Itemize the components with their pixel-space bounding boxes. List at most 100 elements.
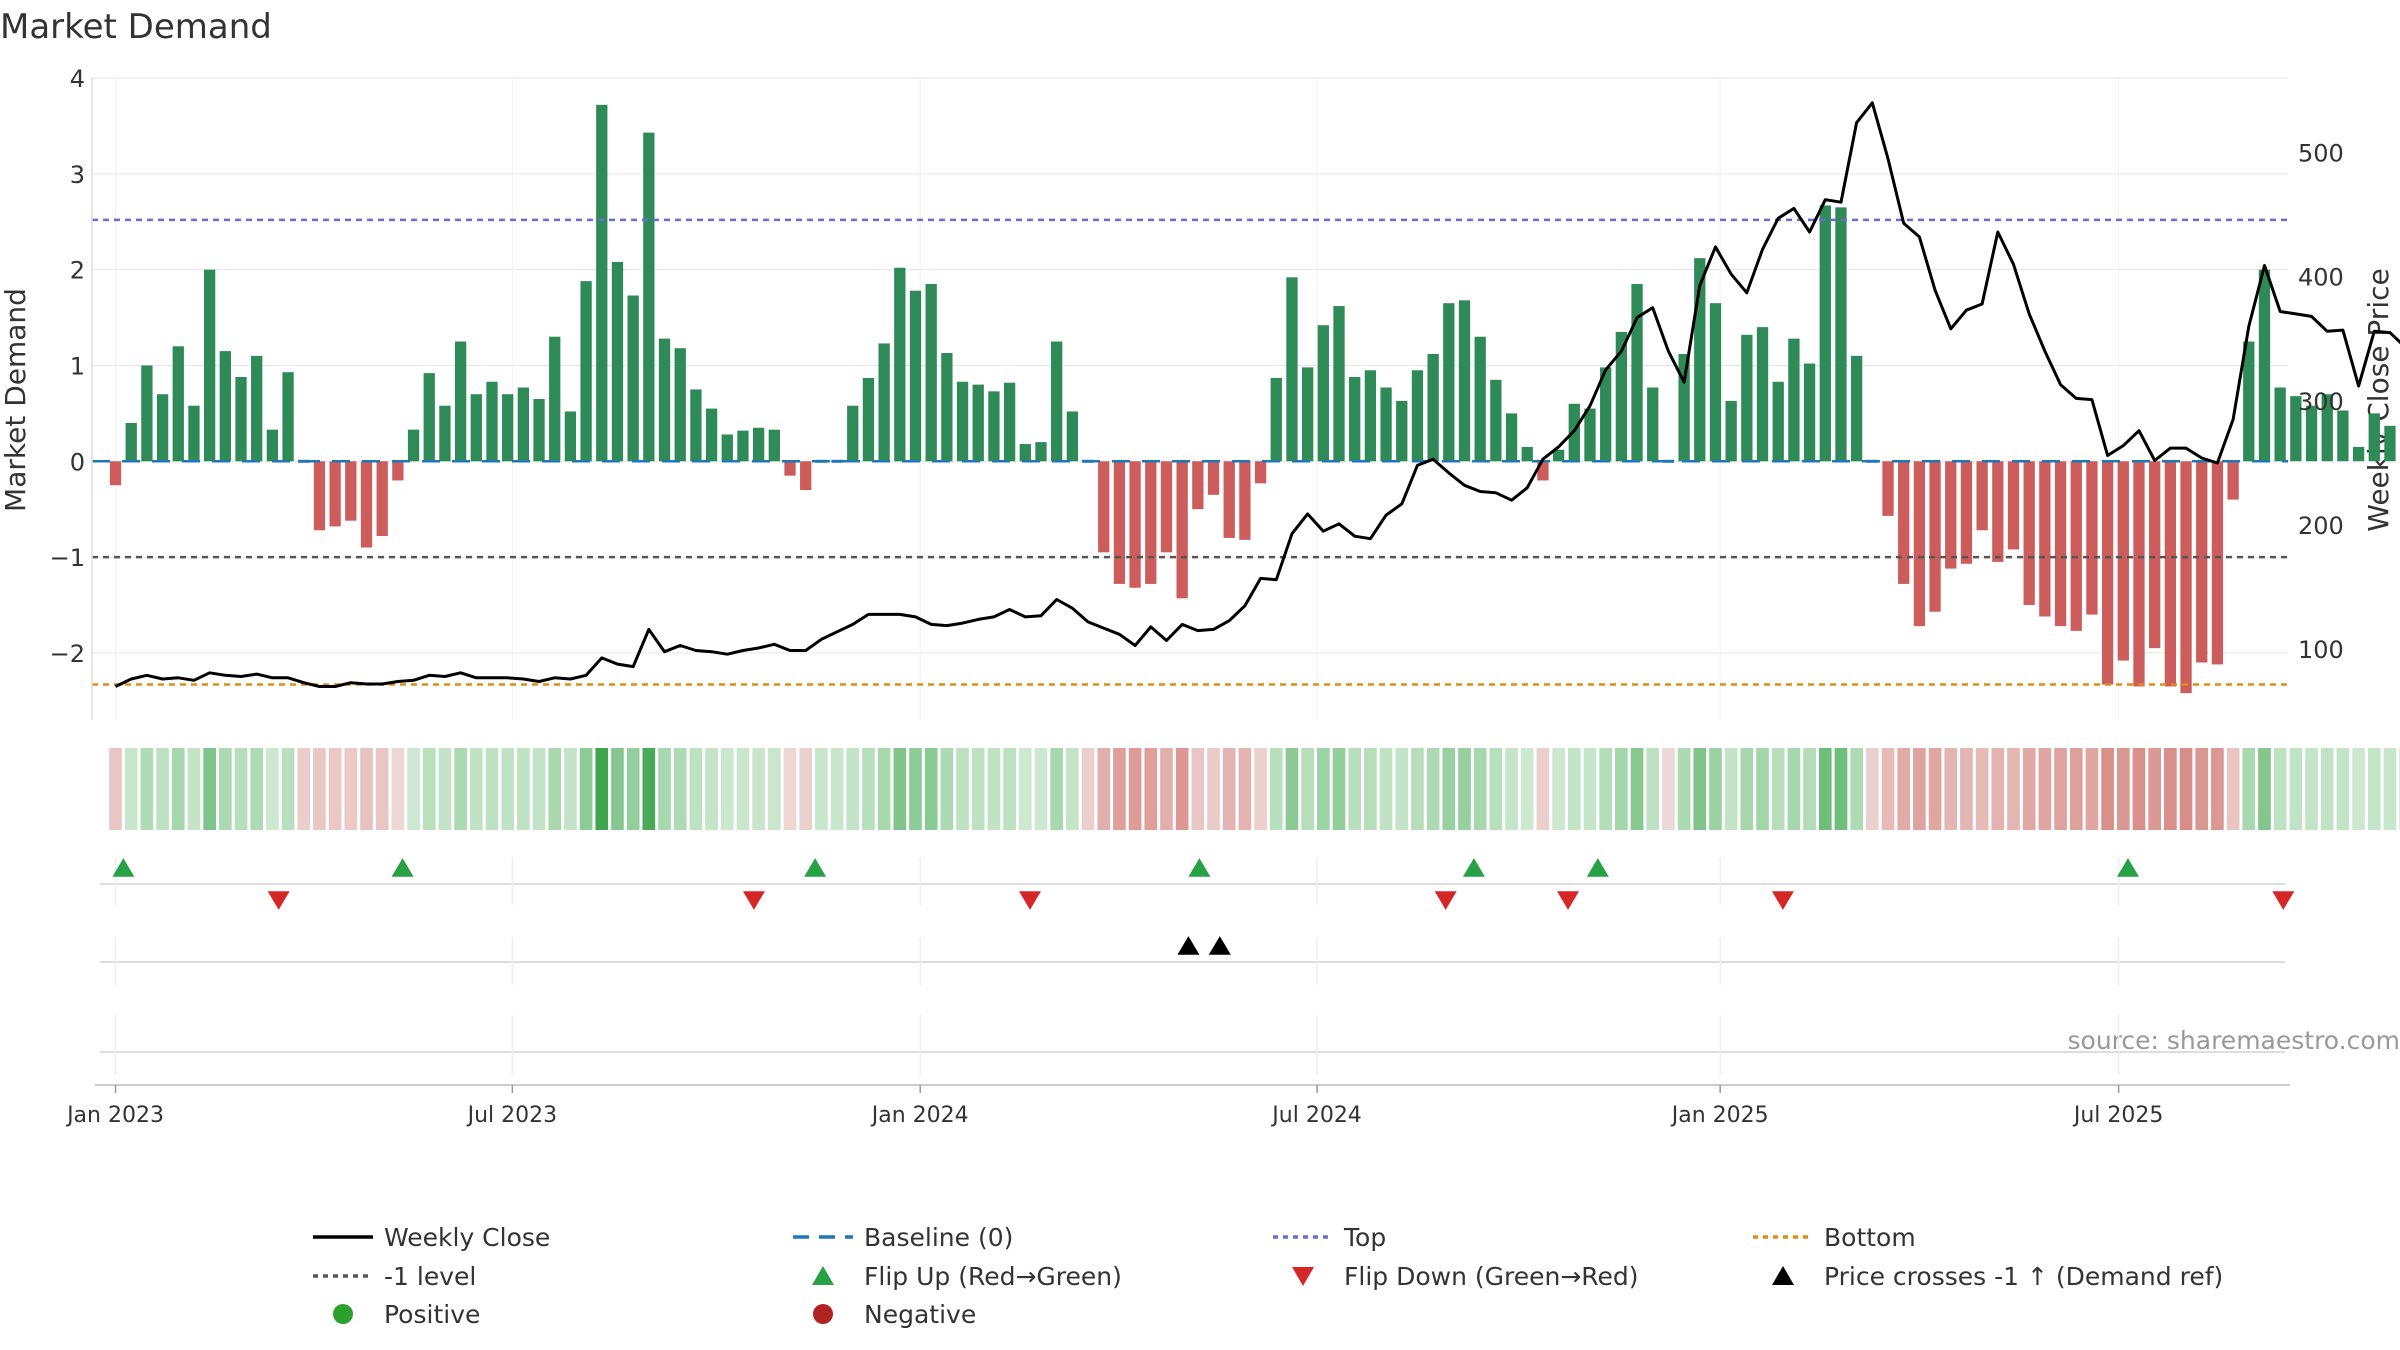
bar-positive <box>2368 413 2380 462</box>
bar-negative <box>2086 461 2098 615</box>
strip-cell <box>1113 748 1126 830</box>
strip-cell <box>2258 748 2271 830</box>
bar-negative <box>1192 461 1204 510</box>
strip-cell <box>956 748 969 830</box>
strip-cell <box>1897 748 1911 830</box>
legend: Weekly Close Baseline (0) Top Bottom -1 leve… <box>313 1223 2223 1329</box>
strip-cell <box>1865 748 1879 830</box>
bar-positive <box>674 348 686 462</box>
bar-negative <box>1992 461 2004 562</box>
x-tick-label: Jan 2024 <box>870 1103 969 1128</box>
bar-negative <box>2070 461 2082 631</box>
strip-cell <box>2132 748 2146 830</box>
y2-tick-label: 500 <box>2298 140 2344 168</box>
bar-negative <box>2054 461 2067 627</box>
strip-cell <box>862 748 875 830</box>
bar-positive <box>2243 341 2255 462</box>
strip-cell <box>1803 748 1816 830</box>
bar-positive <box>1694 258 1706 462</box>
bar-positive <box>141 365 153 462</box>
bar-positive <box>611 261 624 462</box>
strip-cell <box>1144 748 1158 830</box>
bar-positive <box>1396 400 1408 462</box>
bar-negative <box>1129 461 1141 588</box>
bar-negative <box>1145 461 1157 584</box>
bar-positive <box>596 104 608 462</box>
price-line-layer <box>114 101 2400 688</box>
bar-positive <box>282 372 294 462</box>
strip-cell <box>1395 748 1409 830</box>
strip-cell <box>485 748 499 830</box>
bar-positive <box>1709 303 1722 462</box>
bar-positive <box>2258 269 2271 462</box>
strip-cell <box>1191 748 1205 830</box>
bar-positive <box>2337 410 2349 462</box>
bar-positive <box>454 341 467 462</box>
bar-positive <box>2384 425 2396 462</box>
strip-cell <box>532 748 546 830</box>
strip-cell <box>1379 748 1393 830</box>
bar-negative <box>2101 461 2114 685</box>
bar-positive <box>690 389 702 462</box>
strip-cell <box>767 748 781 830</box>
bar-positive <box>1443 303 1455 462</box>
legend-label: Baseline (0) <box>864 1223 1013 1252</box>
strip-cell <box>1097 748 1111 830</box>
strip-cell <box>328 748 342 830</box>
price-cross-marker <box>1177 936 1200 955</box>
strip-cell <box>2164 748 2177 830</box>
strip-cell <box>924 748 938 830</box>
y2-axis-label: Weekly Close Price <box>2362 268 2395 531</box>
bar-negative <box>2007 461 2020 550</box>
bar-positive <box>941 353 953 462</box>
strip-cell <box>1850 748 1863 830</box>
bar-positive <box>768 429 780 462</box>
strip-cell <box>2022 748 2036 830</box>
bar-positive <box>439 405 451 462</box>
x-tick-label: Jul 2024 <box>1270 1103 1362 1128</box>
legend-label: Top <box>1343 1223 1386 1252</box>
strip-cell <box>611 748 624 830</box>
strip-cell <box>2289 748 2303 830</box>
strip-cell <box>187 748 201 830</box>
strip-cell <box>987 748 1001 830</box>
strip-cell <box>736 748 750 830</box>
strip-cell <box>1913 748 1926 830</box>
strip-cell <box>1646 748 1660 830</box>
strip-cell <box>1238 748 1252 830</box>
y-tick-label: 0 <box>70 448 85 476</box>
strip-cell <box>1740 748 1754 830</box>
bar-positive <box>1349 376 1361 462</box>
strip-cell <box>830 748 844 830</box>
strip-cell <box>218 748 232 830</box>
bar-positive <box>2290 396 2302 462</box>
strip-cell <box>1034 748 1048 830</box>
bar-positive <box>925 284 937 462</box>
bar-positive <box>1835 207 1847 462</box>
legend-label: Weekly Close <box>384 1223 550 1252</box>
bar-positive <box>1756 327 1769 462</box>
strip-cell <box>689 748 703 830</box>
bar-negative <box>1254 461 1267 484</box>
strip-cell <box>1003 748 1016 830</box>
strip-cell <box>203 748 216 830</box>
y2-tick-label: 400 <box>2298 264 2344 292</box>
strip-cell <box>2320 748 2334 830</box>
strip-cell <box>2242 748 2256 830</box>
bar-positive <box>1521 446 1533 462</box>
strip-cell <box>815 748 828 830</box>
strip-cell <box>2367 748 2381 830</box>
strip-cell <box>877 748 891 830</box>
strip-cell <box>266 748 279 830</box>
strip-cell <box>517 748 530 830</box>
strip-cell <box>1458 748 1471 830</box>
bar-positive <box>125 422 137 462</box>
strip-cell <box>1473 748 1487 830</box>
bar-negative <box>1882 461 1894 516</box>
strip-cell <box>1677 748 1691 830</box>
bar-positive <box>1490 379 1502 462</box>
strip-cell <box>1552 748 1565 830</box>
bar-negative <box>1913 461 1926 627</box>
bar-positive <box>721 434 733 462</box>
strip-cell <box>1960 748 1973 830</box>
